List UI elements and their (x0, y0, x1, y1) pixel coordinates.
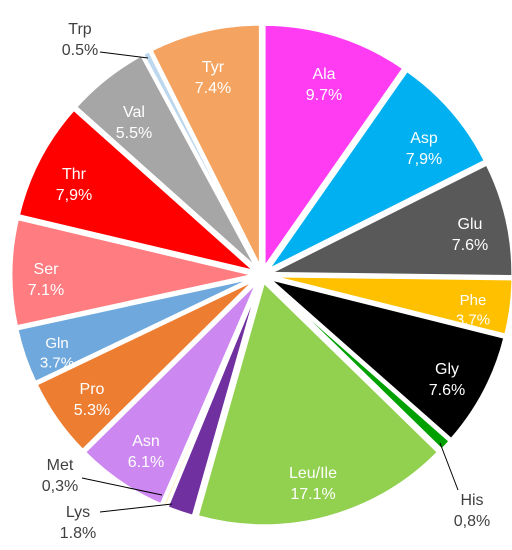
slice-label-ser: Ser 7.1% (28, 261, 64, 299)
leader-line-trp (99, 51, 149, 59)
slice-value-trp: 0.5% (62, 42, 98, 59)
slice-name-met: Met (47, 457, 74, 474)
slice-name-glu: Glu (458, 216, 483, 233)
slice-value-ala: 9.7% (306, 87, 342, 104)
slice-value-pro: 5.3% (74, 402, 110, 419)
slice-value-thr: 7,9% (56, 187, 92, 204)
pie-slice-asn (82, 279, 260, 507)
slice-value-met: 0,3% (42, 478, 78, 495)
slice-name-ala: Ala (312, 66, 335, 83)
slice-name-lys: Lys (66, 504, 90, 521)
slice-value-lys: 1.8% (60, 525, 96, 542)
slice-name-asp: Asp (410, 130, 438, 147)
slice-value-phe: 3.7% (456, 312, 490, 329)
slice-value-ser: 7.1% (28, 282, 64, 299)
slice-label-pro: Pro 5.3% (74, 381, 110, 419)
slice-label-trp: Trp 0.5% (62, 21, 98, 59)
slice-name-gly: Gly (435, 361, 459, 378)
pie-slice-gln (15, 275, 257, 385)
pie-slice-thr (16, 107, 258, 274)
slice-label-lys: Lys 1.8% (60, 504, 96, 542)
pie-slices (9, 22, 512, 528)
slice-value-asp: 7,9% (406, 151, 442, 168)
slice-value-glu: 7.6% (452, 237, 488, 254)
slice-label-leu-ile: Leu/Ile 17.1% (289, 465, 337, 503)
leader-line-lys (99, 503, 173, 513)
slice-name-gln: Gln (45, 335, 68, 352)
slice-label-gln: Gln 3.7% (40, 335, 74, 372)
slice-name-tyr: Tyr (202, 59, 225, 76)
pie-slice-ser (9, 217, 257, 329)
slice-name-pro: Pro (80, 381, 105, 398)
slice-name-val: Val (123, 104, 145, 121)
slice-value-gln: 3.7% (40, 355, 74, 372)
slice-name-his: His (460, 492, 483, 509)
slice-value-gly: 7.6% (429, 382, 465, 399)
leader-line-met (81, 477, 163, 496)
pie-slice-gly (266, 276, 507, 442)
pie-slice-glu (267, 162, 512, 278)
pie-slice-asp (265, 68, 487, 272)
slice-name-leu-ile: Leu/Ile (289, 465, 337, 482)
slice-name-phe: Phe (460, 292, 487, 309)
slice-value-tyr: 7.4% (195, 80, 231, 97)
slice-value-his: 0,8% (454, 513, 490, 530)
slice-label-met: Met 0,3% (42, 457, 78, 495)
slice-label-phe: Phe 3.7% (456, 292, 490, 329)
slice-name-ser: Ser (34, 261, 60, 278)
slice-label-tyr: Tyr 7.4% (195, 59, 231, 97)
slice-name-trp: Trp (68, 21, 92, 38)
pie-slice-tyr (149, 22, 262, 270)
slice-value-val: 5.5% (116, 125, 152, 142)
slice-label-ala: Ala 9.7% (306, 66, 342, 104)
pie-slice-pro (34, 277, 258, 452)
pie-slice-his (265, 278, 452, 452)
pie-slice-leu-ile (195, 280, 440, 528)
slice-name-thr: Thr (62, 166, 87, 183)
leader-line-his (439, 442, 459, 491)
pie-slice-phe (267, 274, 512, 337)
slice-name-asn: Asn (132, 433, 160, 450)
slice-label-asp: Asp 7,9% (406, 130, 442, 168)
slice-label-val: Val 5.5% (116, 104, 152, 142)
slice-label-asn: Asn 6.1% (128, 433, 164, 471)
slice-label-thr: Thr 7,9% (56, 166, 92, 204)
leader-lines (81, 51, 459, 513)
slice-value-leu-ile: 17.1% (290, 486, 335, 503)
pie-slice-ala (262, 22, 406, 270)
slice-label-glu: Glu 7.6% (452, 216, 488, 254)
slice-label-gly: Gly 7.6% (429, 361, 465, 399)
slice-labels: Ala 9.7% Asp 7,9% Glu 7.6% Phe 3.7% Gly 7.6% His 0,… (28, 21, 490, 542)
pie-slice-trp (141, 49, 261, 271)
slice-value-asn: 6.1% (128, 454, 164, 471)
slice-label-his: His 0,8% (454, 492, 490, 530)
